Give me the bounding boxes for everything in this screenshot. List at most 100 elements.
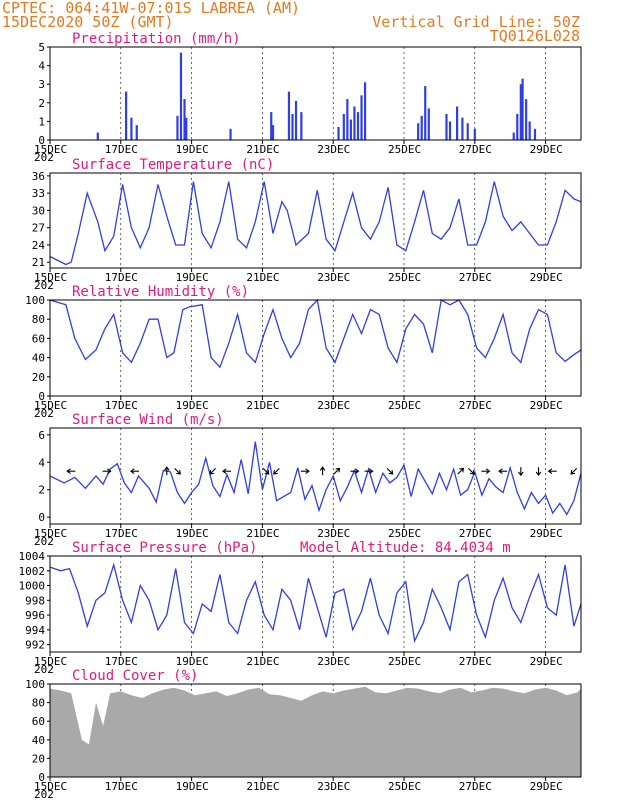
wind-title: Surface Wind (m/s) xyxy=(72,412,224,428)
rh-title: Relative Humidity (%) xyxy=(72,284,249,300)
wind-xtick-label: 27DEC xyxy=(459,527,492,540)
wind-arrow-head xyxy=(547,468,553,474)
precip-xtick-label: 25DEC xyxy=(388,143,421,156)
precip-bar xyxy=(448,121,452,140)
pressure-xtick-label: 19DEC xyxy=(176,655,209,668)
temp-xtick-label: 25DEC xyxy=(388,271,421,284)
panels-group: Precipitation (mm/h) 0 1 2 3 4 5 15DEC 17DEC 19DE… xyxy=(19,31,582,800)
wind-arrow-head xyxy=(130,468,135,474)
wind-arrow-head xyxy=(305,468,310,474)
rh-ytick-label: 60 xyxy=(32,332,45,345)
precip-xtick-label: 19DEC xyxy=(176,143,209,156)
precip-bar xyxy=(445,113,448,140)
precip-xtick-label: 21DEC xyxy=(246,143,279,156)
pressure-ytick-label: 1002 xyxy=(19,565,46,578)
rh-ytick-label: 0 xyxy=(38,390,45,403)
temp-xtick-label: 15DEC xyxy=(34,271,67,284)
temp-ytick-label: 24 xyxy=(32,239,46,252)
pressure-xtick-label: 23DEC xyxy=(317,655,350,668)
rh-xtick-label: 27DEC xyxy=(459,399,492,412)
pressure-ytick-label: 1000 xyxy=(19,580,46,593)
wind-arrow-shaft xyxy=(468,468,475,475)
wind-arrow-shaft xyxy=(262,468,270,475)
precip-bar xyxy=(270,112,273,140)
precip-bar xyxy=(353,106,356,140)
precip-bar xyxy=(427,108,430,140)
precip-bar xyxy=(525,99,528,140)
cloud-ytick-label: 40 xyxy=(32,734,45,747)
precip-bar xyxy=(456,106,459,140)
wind-arrow-head xyxy=(518,471,524,477)
precip-xtick-label: 15DEC xyxy=(34,143,67,156)
temp-frame xyxy=(49,172,582,269)
pressure-xtick-label: 29DEC xyxy=(530,655,563,668)
temp-ytick-label: 30 xyxy=(32,204,45,217)
rh-ytick-label: 40 xyxy=(32,352,45,365)
precip-bar xyxy=(229,128,232,140)
wind-arrow-head xyxy=(209,469,215,475)
cloud-xtick-label: 23DEC xyxy=(317,780,350,793)
wind-arrow-head xyxy=(535,471,542,477)
temp-xtick-label: 21DEC xyxy=(246,271,279,284)
cloud-ytick-label: 100 xyxy=(25,678,45,691)
precip-bar xyxy=(360,95,363,140)
precip-bar xyxy=(461,117,464,140)
wind-arrow-head xyxy=(66,468,71,474)
pressure-line xyxy=(49,562,582,644)
precip-bar xyxy=(183,99,186,140)
precip-bar xyxy=(294,100,298,140)
wind-ytick-label: 6 xyxy=(38,429,45,442)
precip-bar xyxy=(185,117,188,140)
header-date: 15DEC2020 50Z (GMT) xyxy=(2,13,174,31)
pressure-title: Surface Pressure (hPa) xyxy=(72,540,257,556)
cloud-xtick-label: 25DEC xyxy=(388,780,421,793)
wind-arrow-head xyxy=(459,467,465,473)
wind-ytick-label: 2 xyxy=(38,484,45,497)
wind-arrow-head xyxy=(470,469,475,475)
precip-ytick-label: 5 xyxy=(38,41,45,54)
pressure-frame xyxy=(49,555,582,653)
precip-bar xyxy=(356,112,360,140)
rh-xtick-label: 25DEC xyxy=(388,399,421,412)
wind-xtick-label: 23DEC xyxy=(317,527,350,540)
precip-bar xyxy=(519,84,522,140)
pressure-ytick-label: 1004 xyxy=(19,550,46,563)
pressure-xtick-label: 15DEC xyxy=(34,655,67,668)
cloud-area xyxy=(50,686,581,777)
precip-bar xyxy=(291,113,294,140)
pressure-xtick-label: 17DEC xyxy=(105,655,138,668)
cloud-xtick-label: 19DEC xyxy=(176,780,209,793)
rh-xtick-label: 23DEC xyxy=(317,399,350,412)
wind-arrow-head xyxy=(319,466,326,471)
header-location: CPTEC: 064:41W-07:01S LABREA (AM) xyxy=(2,0,300,17)
wind-year-label: 202 xyxy=(34,535,54,548)
wind-arrow-head xyxy=(273,469,278,475)
cloud-ytick-label: 0 xyxy=(38,771,45,784)
precip-ytick-label: 3 xyxy=(38,78,45,91)
pressure-annotation: Model Altitude: 84.4034 m xyxy=(300,540,511,556)
wind-xtick-label: 19DEC xyxy=(176,527,209,540)
wind-xtick-label: 29DEC xyxy=(530,527,563,540)
precip-bar xyxy=(521,78,524,140)
precip-xtick-label: 29DEC xyxy=(530,143,563,156)
temp-line xyxy=(49,181,582,266)
wind-ytick-label: 0 xyxy=(38,511,45,524)
precip-bar xyxy=(420,115,423,140)
precip-bar xyxy=(473,128,476,140)
wind-arrow-shaft xyxy=(386,468,394,475)
cloud-xtick-label: 15DEC xyxy=(34,780,67,793)
pressure-ytick-label: 998 xyxy=(25,594,45,607)
precip-bar xyxy=(125,91,128,140)
cloud-frame xyxy=(49,683,582,778)
precip-bar xyxy=(96,132,99,140)
precip-bar xyxy=(516,113,519,140)
wind-xtick-label: 21DEC xyxy=(246,527,279,540)
wind-arrow-shaft xyxy=(333,468,340,475)
wind-arrow-head xyxy=(264,469,270,475)
precip-bar xyxy=(179,52,183,140)
cloud-xtick-label: 29DEC xyxy=(530,780,563,793)
precip-bar xyxy=(300,112,303,140)
precip-bar xyxy=(130,117,133,140)
rh-xtick-label: 29DEC xyxy=(530,399,563,412)
temp-xtick-label: 23DEC xyxy=(317,271,350,284)
